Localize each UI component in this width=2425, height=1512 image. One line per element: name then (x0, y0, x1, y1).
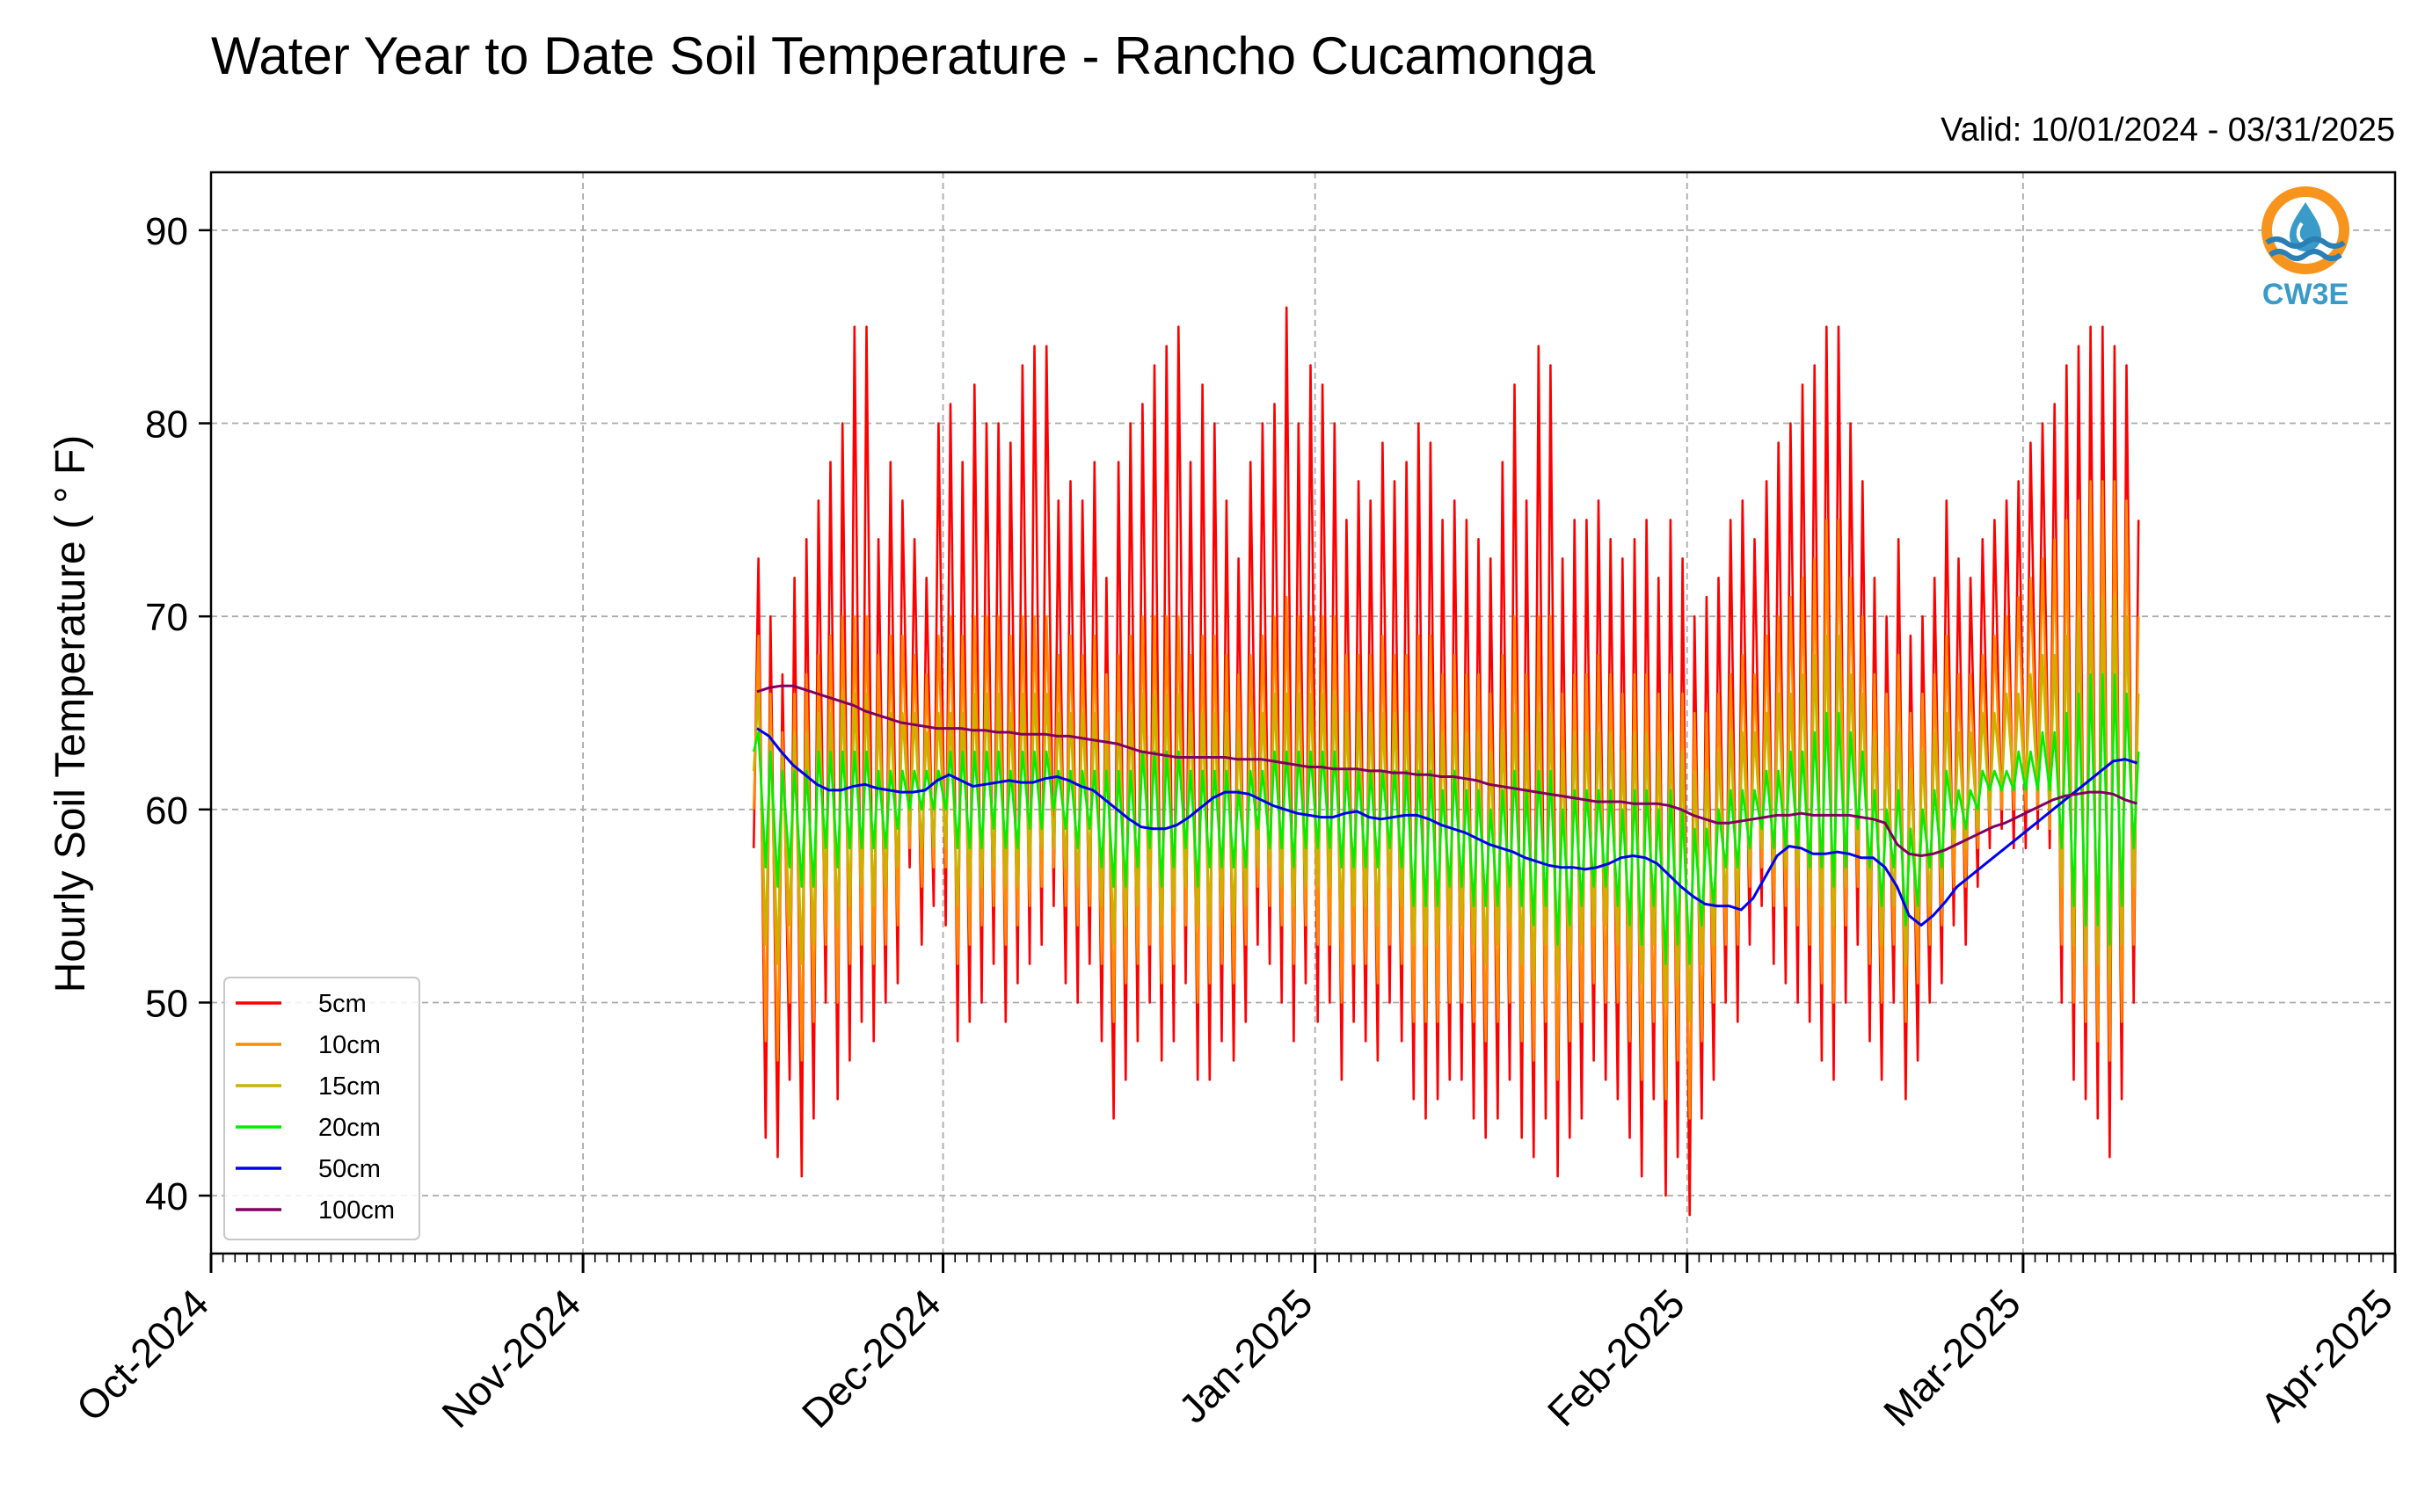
legend-label-20cm: 20cm (318, 1114, 381, 1142)
y-tick-label-50: 50 (145, 982, 188, 1025)
legend: 5cm 10cm 15cm 20cm 50cm 100cm (223, 977, 420, 1240)
y-tick-label-60: 60 (145, 789, 188, 832)
y-tick-label-90: 90 (145, 210, 188, 253)
y-tick-label-70: 70 (145, 596, 188, 639)
cw3e-logo: CW3E (2261, 186, 2349, 311)
y-tick-label-40: 40 (145, 1175, 188, 1218)
chart-title: Water Year to Date Soil Temperature - Ra… (211, 26, 1596, 85)
legend-label-5cm: 5cm (318, 990, 367, 1018)
y-tick-label-80: 80 (145, 403, 188, 447)
legend-label-100cm: 100cm (318, 1196, 395, 1225)
drop-highlight-icon (2296, 222, 2305, 244)
logo-text: CW3E (2262, 278, 2349, 311)
wave-top-icon (2265, 236, 2346, 249)
legend-label-10cm: 10cm (318, 1031, 381, 1059)
valid-range-label: Valid: 10/01/2024 - 03/31/2025 (1941, 112, 2395, 149)
series-line-100cm (756, 684, 2138, 857)
data-series (752, 306, 2140, 1217)
legend-label-15cm: 15cm (318, 1072, 381, 1101)
series-line-50cm (756, 727, 2138, 927)
wave-bottom-icon (2268, 249, 2342, 261)
y-axis-label: Hourly Soil Temperature ( ° F) (47, 435, 94, 993)
legend-label-50cm: 50cm (318, 1155, 381, 1183)
series-line-20cm (752, 672, 2140, 965)
